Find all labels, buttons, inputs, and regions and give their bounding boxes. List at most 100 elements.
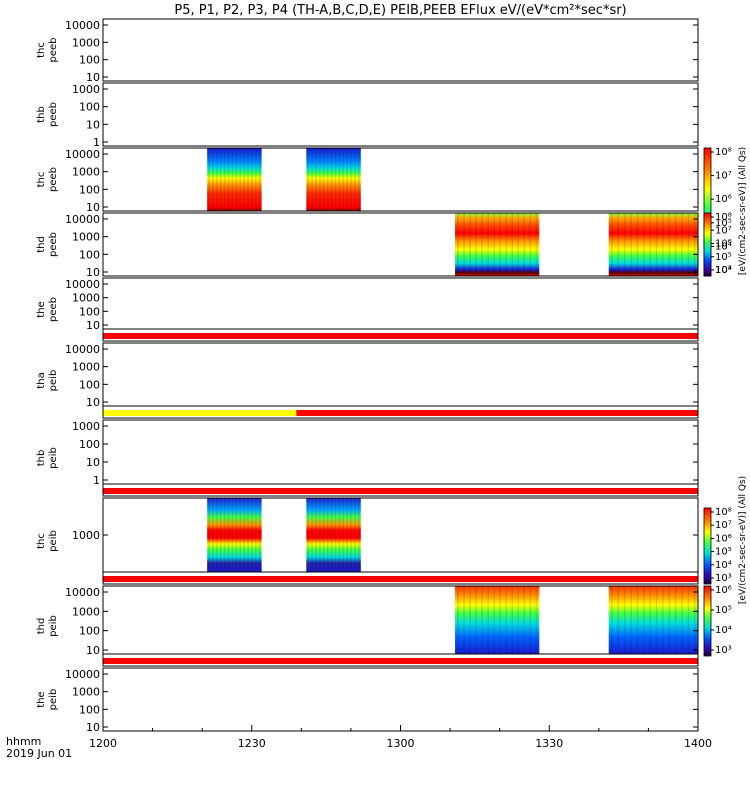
spectrogram-block-thd-peeb-0: [455, 213, 540, 276]
panel-product-label: peeb: [48, 232, 59, 257]
spectrogram-block-thc-peib-1: [306, 498, 361, 572]
y-tick-label-tha-peeb-0: 10: [86, 71, 100, 84]
chart-title: P5, P1, P2, P3, P4 (TH-A,B,C,D,E) PEIB,P…: [174, 3, 626, 18]
y-tick-label-thd-peeb-0: 10: [86, 266, 100, 279]
colorbar-tick-label-thc-peib-5: 10⁸: [715, 507, 732, 518]
y-tick-label-thd-peeb-1: 100: [79, 248, 100, 261]
panel-frame-tha-peib: [102, 342, 699, 419]
status-bar-tha-peib-0: [103, 410, 297, 416]
colorbar-tick-label-thc-peib-4: 10⁷: [715, 520, 732, 531]
y-tick-label-the-peeb-1: 100: [79, 305, 100, 318]
x-tick-label-4: 1400: [684, 737, 712, 750]
colorbar-tick-label-thc-peeb-1: 10⁴: [715, 241, 732, 252]
spectrogram-block-thc-peeb-0: [207, 148, 262, 211]
x-axis-label-hhmm: hhmm: [6, 735, 41, 748]
colorbar-tick-label-thd-peib-1: 10⁴: [715, 625, 732, 636]
colorbar-tick-label-thc-peib-0: 10³: [715, 573, 732, 584]
y-tick-label-thc-peeb-3: 10000: [65, 148, 100, 161]
y-tick-label-thc-peeb-1: 100: [79, 183, 100, 196]
spectrogram-block-thc-peib-0: [207, 498, 262, 572]
y-tick-label-the-peeb-0: 10: [86, 319, 100, 332]
y-tick-label-thd-peib-0: 10: [86, 644, 100, 657]
y-tick-label-the-peib-1: 100: [79, 703, 100, 716]
colorbar-label-text: [eV/(cm2-sec-sr-eV)] (All Qs): [738, 476, 748, 604]
panel-probe-label: tha: [36, 372, 47, 388]
y-tick-label-thb-peeb-1: 10: [86, 118, 100, 131]
panel-label-thb-peeb: thb peeb: [36, 102, 59, 127]
panel-product-label: peib: [48, 370, 59, 392]
panel-product-label: peib: [48, 447, 59, 469]
y-tick-label-thb-peib-0: 1: [93, 474, 100, 487]
y-tick-label-the-peeb-3: 10000: [65, 278, 100, 291]
panel-probe-label: thd: [36, 618, 47, 635]
colorbar-thd-peib: [703, 585, 712, 657]
colorbar-thc-peib: [703, 507, 712, 585]
panel-probe-label: the: [36, 301, 47, 317]
y-tick-label-thb-peeb-3: 1000: [72, 83, 100, 96]
panel-label-tha-peib: tha peib: [36, 370, 59, 392]
colorbar-tick-label-thd-peeb-4: 10⁸: [715, 212, 732, 223]
panel-label-thd-peeb: thd peeb: [36, 232, 59, 257]
colorbar-tick-label-thd-peeb-1: 10⁵: [715, 252, 732, 263]
panel-label-thc-peeb: thc peeb: [36, 167, 59, 192]
spectrogram-block-thd-peib-0: [455, 586, 540, 654]
colorbar-tick-label-thd-peib-3: 10⁶: [715, 585, 732, 596]
colorbar-tick-label-thd-peeb-3: 10⁷: [715, 225, 732, 236]
panel-product-label: peib: [48, 689, 59, 711]
colorbar-label-text: [eV/(cm2-sec-sr-eV)] (All Qs): [738, 147, 748, 275]
colorbar-tick-label-thc-peib-2: 10⁵: [715, 547, 732, 558]
y-tick-label-thd-peib-2: 1000: [72, 605, 100, 618]
y-tick-label-the-peib-2: 1000: [72, 686, 100, 699]
y-tick-label-thd-peib-3: 10000: [65, 586, 100, 599]
panel-label-thd-peib: thd peib: [36, 615, 59, 637]
y-tick-label-the-peeb-2: 1000: [72, 292, 100, 305]
panel-probe-label: thc: [36, 172, 47, 188]
y-tick-label-tha-peib-3: 10000: [65, 343, 100, 356]
panel-probe-label: thd: [36, 236, 47, 253]
status-bar-thb-peib-0: [103, 488, 698, 494]
panel-probe-label: thb: [36, 106, 47, 123]
x-axis-label-date: 2019 Jun 01: [6, 747, 72, 760]
y-tick-label-the-peib-3: 10000: [65, 668, 100, 681]
colorbar-tick-label-thc-peeb-2: 10⁵: [715, 218, 732, 229]
colorbar-tick-label-thc-peeb-5: 10⁸: [715, 147, 732, 158]
panel-frame-thc-peib: [102, 497, 699, 585]
x-tick-label-0: 1200: [89, 737, 117, 750]
colorbar-tick-label-thc-peib-1: 10⁴: [715, 560, 732, 571]
y-tick-label-thc-peeb-2: 1000: [72, 166, 100, 179]
y-tick-label-thb-peeb-0: 1: [93, 136, 100, 149]
colorbar-tick-label-thc-peeb-3: 10⁶: [715, 194, 732, 205]
colorbar-label-thc-peib: [eV/(cm2-sec-sr-eV)] (All Qs): [738, 476, 748, 604]
panel-product-label: peeb: [48, 167, 59, 192]
y-tick-label-tha-peib-1: 100: [79, 378, 100, 391]
y-tick-label-tha-peeb-2: 1000: [72, 36, 100, 49]
y-tick-label-thc-peib-0: 1000: [72, 529, 100, 542]
spectrogram-block-thc-peeb-1: [306, 148, 361, 211]
x-tick-label-3: 1330: [535, 737, 563, 750]
panel-frame-thd-peeb: [102, 212, 699, 277]
y-tick-label-tha-peib-0: 10: [86, 396, 100, 409]
status-bar-the-peeb-0: [103, 333, 698, 339]
panel-probe-label: the: [36, 691, 47, 707]
panel-probe-label: thc: [36, 533, 47, 549]
y-tick-label-tha-peeb-1: 100: [79, 54, 100, 67]
colorbar-tick-label-thc-peeb-0: 10³: [715, 265, 732, 276]
x-tick-label-1: 1230: [238, 737, 266, 750]
y-tick-label-tha-peib-2: 1000: [72, 361, 100, 374]
panel-frame-the-peib: [102, 667, 699, 732]
spectrogram-block-thd-peib-1: [608, 586, 698, 654]
y-tick-label-thd-peeb-2: 1000: [72, 231, 100, 244]
x-tick-label-2: 1300: [387, 737, 415, 750]
panel-label-thc-peib: thc peib: [36, 530, 59, 552]
panel-product-label: peeb: [48, 38, 59, 63]
panel-product-label: peib: [48, 615, 59, 637]
panel-product-label: peeb: [48, 297, 59, 322]
y-tick-label-thd-peeb-3: 10000: [65, 213, 100, 226]
panel-probe-label: thb: [36, 450, 47, 467]
y-tick-label-thb-peeb-2: 100: [79, 101, 100, 114]
panel-frame-thb-peib: [102, 419, 699, 497]
panel-label-the-peib: the peib: [36, 689, 59, 711]
panel-label-tha-peeb: thc peeb: [36, 38, 59, 63]
y-tick-label-tha-peeb-3: 10000: [65, 19, 100, 32]
